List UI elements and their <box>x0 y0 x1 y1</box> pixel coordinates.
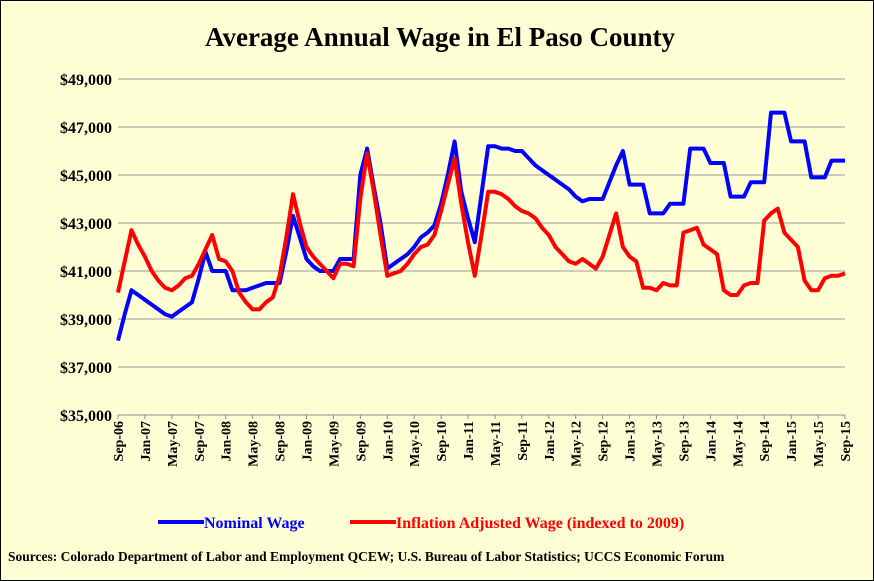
x-tick-label: Jan-15 <box>785 421 800 461</box>
source-note: Sources: Colorado Department of Labor an… <box>8 549 725 564</box>
y-tick-label: $47,000 <box>60 120 112 137</box>
x-tick-label: May-11 <box>489 421 504 466</box>
x-tick-label: Sep-10 <box>435 421 450 461</box>
x-tick-label: Jan-09 <box>300 421 315 461</box>
x-tick-label: May-15 <box>812 421 827 467</box>
x-tick-label: Jan-10 <box>381 421 396 461</box>
legend-label: Nominal Wage <box>204 515 305 532</box>
x-tick-label: May-13 <box>651 421 666 467</box>
x-tick-label: Sep-12 <box>597 421 612 461</box>
x-tick-label: Sep-09 <box>354 421 369 461</box>
x-tick-label: Sep-11 <box>516 421 531 461</box>
x-tick-label: Jan-08 <box>220 421 235 461</box>
y-tick-label: $35,000 <box>60 408 112 425</box>
y-tick-label: $49,000 <box>60 72 112 89</box>
x-tick-label: Sep-06 <box>112 421 127 461</box>
legend-label: Inflation Adjusted Wage (indexed to 2009… <box>396 515 684 532</box>
y-tick-label: $39,000 <box>60 312 112 329</box>
x-tick-label: May-10 <box>408 421 423 467</box>
line-series <box>116 151 846 312</box>
x-tick-label: May-08 <box>247 421 262 467</box>
y-tick-label: $45,000 <box>60 168 112 185</box>
x-tick-label: May-12 <box>570 421 585 467</box>
x-tick-label: Sep-08 <box>274 421 289 461</box>
x-tick-label: Jan-13 <box>624 421 639 461</box>
x-tick-label: Jan-07 <box>139 421 154 461</box>
y-tick-label: $41,000 <box>60 264 112 281</box>
x-tick-label: Sep-15 <box>839 421 854 461</box>
x-tick-label: Sep-07 <box>193 421 208 461</box>
x-tick-label: Sep-13 <box>677 421 692 461</box>
x-tick-label: Jan-14 <box>704 421 719 461</box>
x-tick-label: Sep-14 <box>758 421 773 461</box>
y-tick-label: $43,000 <box>60 216 112 233</box>
x-tick-label: May-14 <box>731 421 746 467</box>
x-tick-label: May-07 <box>166 421 181 467</box>
x-tick-label: Jan-11 <box>462 421 477 461</box>
x-tick-label: Jan-12 <box>543 421 558 461</box>
chart-title: Average Annual Wage in El Paso County <box>205 22 676 52</box>
y-tick-label: $37,000 <box>60 360 112 377</box>
x-tick-label: May-09 <box>327 421 342 467</box>
